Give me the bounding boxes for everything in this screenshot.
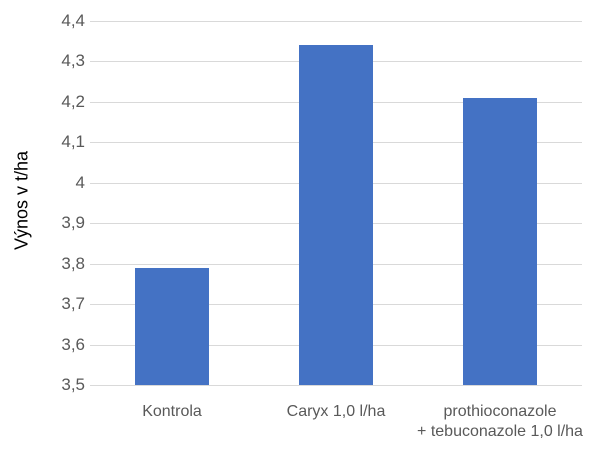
bar (135, 267, 209, 385)
y-tick-label: 3,9 (61, 213, 85, 233)
y-tick-label: 3,5 (61, 375, 85, 394)
y-tick-label: 4 (75, 172, 85, 192)
gridline (90, 21, 582, 22)
x-tick-label-kontrola: Kontrola (142, 403, 202, 420)
bar (299, 45, 373, 385)
gridline (90, 385, 582, 386)
y-tick-label: 4,1 (61, 132, 85, 152)
x-tick-label-line1: prothioconazole (443, 403, 557, 420)
bar (463, 97, 537, 385)
y-tick-label: 3,8 (61, 253, 85, 273)
x-tick-label-line2: + tebuconazole 1,0 l/ha (417, 423, 583, 440)
x-tick-label-caryx: Caryx 1,0 l/ha (286, 403, 386, 420)
x-tick-label-prothioconazole: prothioconazole + tebuconazole 1,0 l/ha (410, 402, 590, 442)
y-tick-label: 3,6 (61, 334, 85, 354)
y-tick-label: 4,2 (61, 91, 85, 111)
y-tick-label: 3,7 (61, 294, 85, 314)
y-tick-label: 4,3 (61, 51, 85, 71)
y-tick-label: 4,4 (61, 11, 85, 30)
